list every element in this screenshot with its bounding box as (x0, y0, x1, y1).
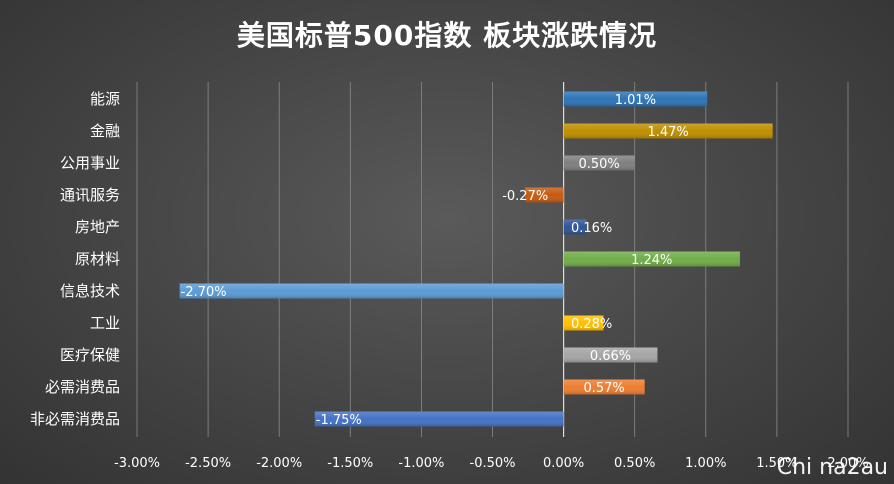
category-label: 工业 (90, 314, 120, 332)
category-label: 信息技术 (60, 282, 120, 300)
x-tick-labels: -3.00% -2.50% -2.00% -1.50% -1.00% -0.50% 0.00… (114, 456, 869, 471)
bar-shade (314, 411, 564, 427)
x-tick-label: 0.00% (543, 456, 584, 471)
bar-shade (563, 123, 773, 139)
value-label: 1.24% (631, 253, 672, 268)
category-label: 必需消费品 (45, 378, 120, 396)
value-label: 1.01% (615, 93, 656, 108)
bar-shade (563, 219, 587, 235)
category-label: 能源 (90, 90, 120, 108)
category-label: 医疗保健 (60, 346, 120, 364)
bar-shade (563, 91, 708, 107)
x-tick-label: -3.00% (114, 456, 160, 471)
value-label: 0.66% (590, 349, 631, 364)
x-tick-label: -2.00% (256, 456, 302, 471)
category-label: 金融 (90, 122, 120, 140)
value-label: -0.27% (502, 189, 548, 204)
bar-shade (563, 251, 740, 267)
x-tick-label: 2.00% (827, 456, 868, 471)
category-label: 通讯服务 (60, 186, 120, 204)
x-tick-label: 0.50% (614, 456, 655, 471)
bar-shade (563, 347, 658, 363)
x-tick-label: -0.50% (470, 456, 516, 471)
bar-shade (179, 283, 564, 299)
value-label: 0.57% (583, 381, 624, 396)
value-label: 0.28% (571, 317, 612, 332)
bar-shade (563, 315, 604, 331)
value-labels: 1.01% 1.47% 0.50% -0.27% 0.16% 1.24% -2.70% 0.2… (181, 93, 689, 428)
x-tick-label: 1.00% (685, 456, 726, 471)
value-label: 1.47% (647, 125, 688, 140)
value-label: -1.75% (316, 413, 362, 428)
chart-title: 美国标普500指数 板块涨跌情况 (236, 19, 658, 52)
category-label: 公用事业 (60, 154, 120, 172)
value-label: -2.70% (181, 285, 227, 300)
value-label: 0.50% (578, 157, 619, 172)
bar-shade (563, 155, 635, 171)
value-label: 0.16% (571, 221, 612, 236)
bars (179, 91, 773, 427)
x-tick-label: -1.50% (327, 456, 373, 471)
category-label: 非必需消费品 (30, 410, 120, 428)
category-label: 房地产 (75, 218, 120, 236)
bar-shade (525, 187, 564, 203)
watermark: Chi na2au (776, 455, 888, 480)
category-label: 原材料 (75, 250, 120, 268)
x-tick-label: -1.00% (398, 456, 444, 471)
x-tick-label: -2.50% (185, 456, 231, 471)
gridlines (136, 82, 849, 437)
bar-shade (563, 379, 645, 395)
x-tick-label: 1.50% (756, 456, 797, 471)
